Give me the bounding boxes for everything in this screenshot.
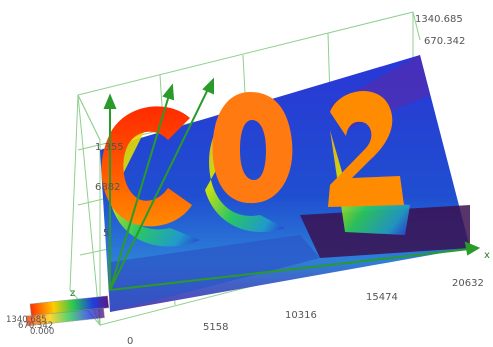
x-axis-letter: x — [484, 250, 490, 261]
y-tick-3: 5 — [103, 228, 109, 239]
z-tick-2: 670.342 — [424, 36, 465, 47]
y-tick-2: 6882 — [95, 182, 120, 193]
z-axis-letter: z — [70, 288, 75, 299]
z-tick-1: 1340.685 — [415, 14, 463, 25]
x-tick-4: 20632 — [452, 278, 484, 289]
legend-max-label: 1340.685 — [6, 315, 47, 325]
axis-arrows — [103, 77, 481, 291]
x-tick-3: 15474 — [366, 292, 398, 303]
axis-labels: 1340.685 670.342 1.355 6882 5 z x 0 5158… — [70, 14, 490, 347]
color-legend: 1340.685 670.342 0.000 — [6, 295, 110, 337]
surface-plot — [100, 55, 470, 312]
x-tick-1: 5158 — [203, 322, 228, 333]
y-tick-1: 1.355 — [95, 142, 124, 153]
legend-mid-label: 670.342 — [18, 321, 53, 331]
legend-min-label: 0.000 — [30, 327, 54, 337]
co2-3d-text — [101, 90, 410, 247]
x-tick-0: 0 — [127, 336, 133, 347]
x-tick-2: 10316 — [285, 310, 317, 321]
